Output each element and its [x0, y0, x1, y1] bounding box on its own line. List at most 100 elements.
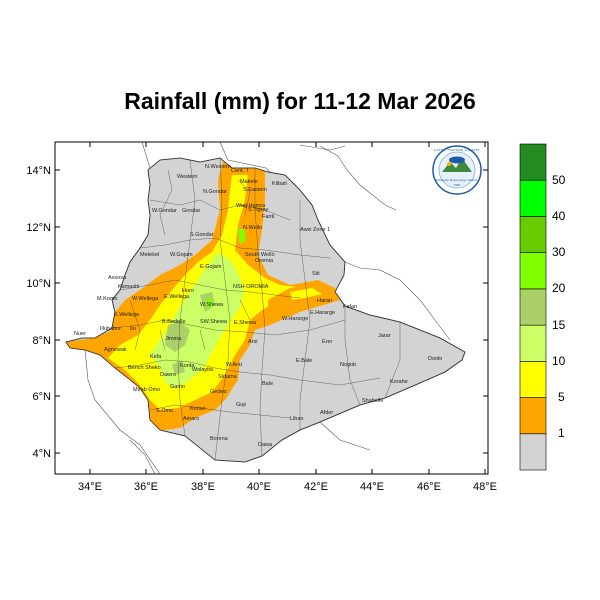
- legend-color-box: [519, 252, 547, 290]
- zone-label: B.Bedelle: [162, 319, 186, 325]
- zone-label: Fafan: [343, 304, 357, 310]
- zone-label: Gedeo: [210, 389, 227, 395]
- zone-label: Ilu: [130, 326, 136, 332]
- legend-color-box: [519, 324, 547, 362]
- zone-label: Makele: [240, 179, 258, 185]
- legend-label: 50: [552, 173, 566, 187]
- map-title: Rainfall (mm) for 11-12 Mar 2026: [124, 88, 476, 114]
- zone-label: W.Gondar: [152, 208, 177, 214]
- lon-axis: 34°E 36°E 38°E 40°E 42°E 44°E 46°E 48°E: [78, 142, 497, 493]
- zone-label: Awsi Zone 1: [300, 227, 330, 233]
- lat-tick-label: 14°N: [26, 165, 51, 177]
- legend-label: 1: [558, 426, 565, 440]
- lat-tick-label: 12°N: [26, 222, 51, 234]
- zone-label: E.Hararge: [310, 310, 335, 316]
- zone-label: Konta: [180, 363, 195, 369]
- zone-label: S.Gondar: [190, 232, 214, 238]
- zone-label: Sidama: [218, 374, 238, 380]
- lon-tick-label: 34°E: [78, 481, 102, 493]
- zone-label: Harari: [317, 298, 332, 304]
- zone-label: NSH OROMIA: [233, 284, 269, 290]
- zone-label: Arsi: [248, 339, 257, 345]
- zone-label: Nogob: [340, 362, 356, 368]
- zone-label: Wolayita: [192, 367, 214, 373]
- zone-label: W.Hararge: [282, 316, 308, 322]
- zone-label: E.Wellega: [164, 294, 190, 300]
- zone-label: N.Western: [205, 164, 231, 170]
- zone-label: M.Komo: [97, 296, 117, 302]
- zone-label: Erer: [322, 339, 333, 345]
- lat-axis: 14°N 12°N 10°N 8°N 6°N 4°N: [26, 165, 488, 460]
- zone-label: Fanti: [262, 214, 274, 220]
- zone-label: W.Wellega: [132, 296, 159, 302]
- legend-color-box: [519, 397, 547, 435]
- zone-label: Doolo: [428, 356, 442, 362]
- zone-label: Shabelle: [362, 398, 383, 404]
- lon-tick-label: 48°E: [473, 481, 497, 493]
- zone-label: Agnewak: [104, 347, 127, 353]
- zone-label: Jimma: [165, 336, 182, 342]
- zone-boundaries: [111, 158, 401, 461]
- zone-label: S.Omo: [156, 408, 173, 414]
- lon-tick-label: 40°E: [247, 481, 271, 493]
- legend-label: 10: [552, 354, 566, 368]
- zone-label: Kamashi: [118, 284, 139, 290]
- zone-label: W.Arsi: [226, 362, 242, 368]
- plot-frame: [54, 141, 489, 475]
- zone-label: Afder: [320, 410, 333, 416]
- zone-label: Borena: [210, 436, 229, 442]
- lat-tick-label: 10°N: [26, 278, 51, 290]
- colorbar-legend: 1 5 10 15 20 30 40 50: [519, 143, 566, 471]
- zone-label: Liban: [290, 416, 303, 422]
- logo-amharic: ኢትዮጵያ ሚቲዎሮሎጂ ኢንስቲትዩት: [434, 148, 480, 152]
- lon-tick-label: 42°E: [304, 481, 328, 493]
- zone-label: S.Tigray: [248, 207, 269, 213]
- legend-label: 30: [552, 245, 566, 259]
- zone-label: W.Shewa: [200, 302, 224, 308]
- zone-label: Kilbali: [272, 181, 287, 187]
- zone-label: Nuer: [74, 331, 86, 337]
- zone-label: Western: [177, 174, 197, 180]
- zone-label: E.Bale: [296, 358, 312, 364]
- zone-label: Kefa: [150, 354, 162, 360]
- zone-label: Guji: [236, 402, 246, 408]
- legend-color-box: [519, 288, 547, 326]
- zone-label: Amaro: [183, 416, 199, 422]
- lon-tick-label: 44°E: [360, 481, 384, 493]
- map-plot-area: N.Western Western Cent. T Makele S.Eastern Ki…: [55, 142, 488, 474]
- zone-label: Bench Sheko: [128, 365, 161, 371]
- legend-label: 15: [552, 318, 566, 332]
- zone-label: Illubabor: [100, 326, 121, 332]
- rain-band-10-15: [150, 252, 244, 388]
- zone-label: Gondar: [182, 208, 201, 214]
- zone-label: Siti: [312, 271, 320, 277]
- zone-label: E.Gojam: [200, 264, 222, 270]
- zone-label: Dawa: [258, 442, 273, 448]
- lat-tick-label: 4°N: [33, 448, 52, 460]
- neighbour-borders: [84, 142, 451, 474]
- zone-label: K.Wellega: [114, 312, 140, 318]
- zone-label: Assosa: [108, 275, 127, 281]
- legend-color-box: [519, 361, 547, 398]
- zone-label: W.Gojam: [170, 252, 193, 258]
- legend-color-box: [519, 216, 547, 253]
- zone-label: Dawro: [160, 372, 176, 378]
- logo-english: Ethiopian Meteorology Institute: [436, 178, 478, 182]
- zone-label: Oromia: [255, 258, 274, 264]
- lat-tick-label: 6°N: [33, 391, 52, 403]
- legend-color-box: [519, 179, 547, 217]
- rainfall-shading: [66, 158, 340, 432]
- zone-label: Metekel: [140, 252, 159, 258]
- zone-label: Korahe: [390, 379, 408, 385]
- zone-labels: N.Western Western Cent. T Makele S.Eastern Ki…: [74, 164, 442, 448]
- zone-label: South Wello: [245, 252, 275, 258]
- rain-band-20-30: [238, 228, 246, 244]
- zone-label: E.Shewa: [234, 320, 257, 326]
- zone-label: Cent. T: [231, 168, 250, 174]
- zone-label: N.Gondar: [203, 189, 227, 195]
- zone-label: Jarar: [378, 333, 391, 339]
- lon-tick-label: 46°E: [417, 481, 441, 493]
- logo-year: 1980: [454, 183, 461, 187]
- zone-label: N.Wello: [243, 225, 262, 231]
